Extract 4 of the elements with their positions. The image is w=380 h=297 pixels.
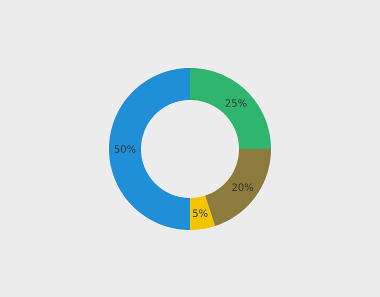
data-label: 50% <box>114 145 136 153</box>
data-label: 25% <box>226 99 246 107</box>
data-label: 5% <box>193 209 208 217</box>
data-label: 20% <box>232 183 254 191</box>
